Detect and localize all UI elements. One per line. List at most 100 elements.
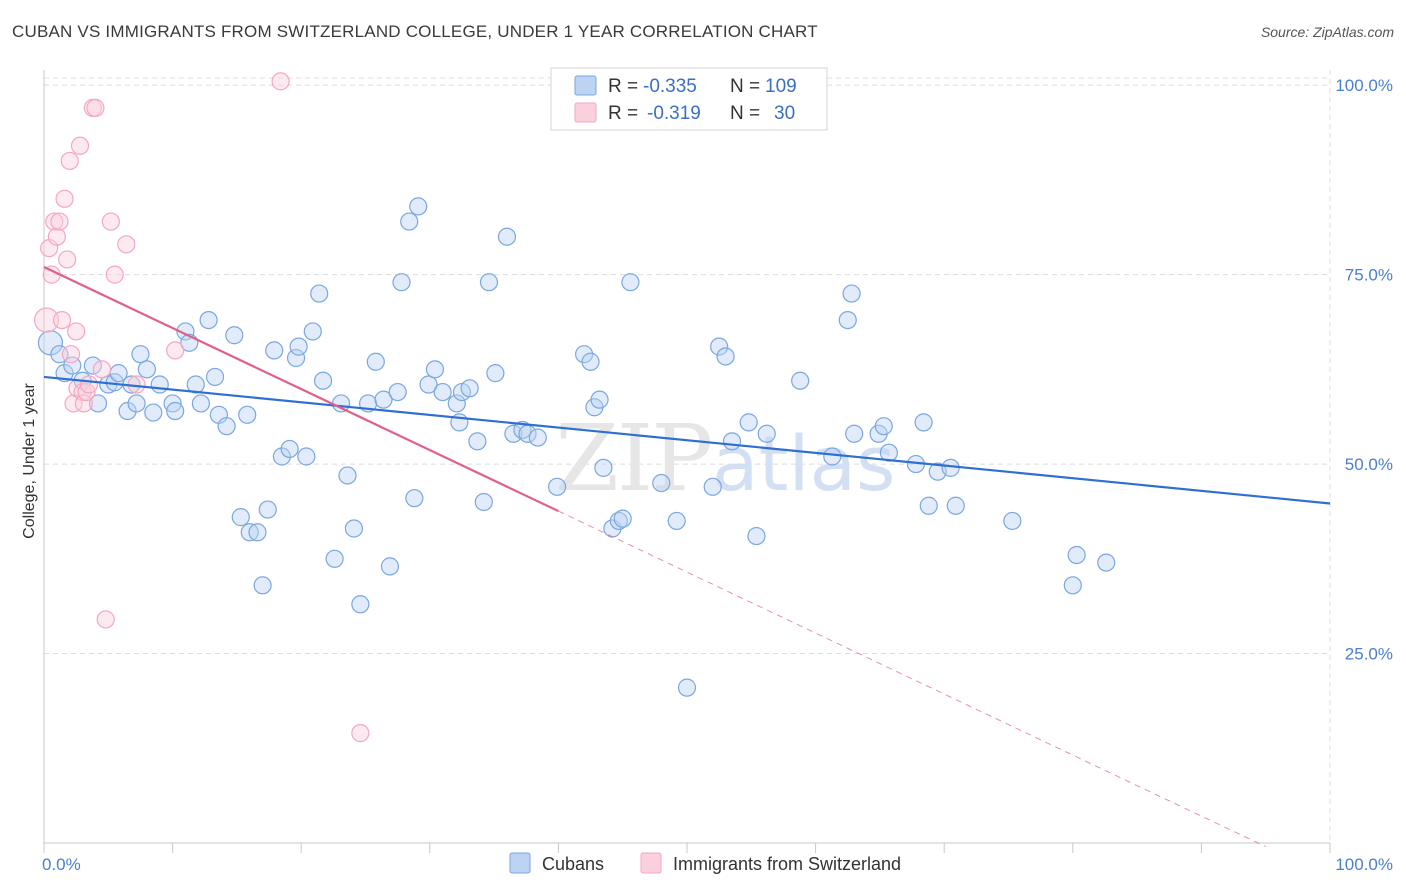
x-tick-label-0: 0.0% (42, 855, 81, 874)
switzerland-point-28 (271, 72, 290, 91)
stats-legend-box (550, 67, 828, 131)
cubans-point-13 (131, 345, 150, 364)
cubans-point-77 (590, 390, 609, 409)
cubans-point-14 (137, 360, 156, 379)
cubans-point-99 (874, 417, 893, 436)
y-tick-label-2: 75.0% (1345, 266, 1393, 285)
cubans-point-86 (703, 477, 722, 496)
watermark: ZIP atlas (555, 405, 896, 512)
cubans-point-52 (388, 382, 407, 402)
chart-title: CUBAN VS IMMIGRANTS FROM SWITZERLAND COL… (12, 22, 818, 41)
cubans-point-46 (344, 519, 364, 538)
cubans-point-83 (652, 473, 671, 493)
watermark-zip: ZIP (555, 405, 711, 512)
cubans-point-75 (581, 352, 600, 371)
legend-r-label-2: R = (608, 103, 638, 124)
y-tick-label-3: 100.0% (1335, 76, 1393, 95)
cubans-point-5 (83, 356, 102, 375)
legend-n-label-1: N = (730, 76, 760, 97)
cubans-point-102 (914, 413, 933, 432)
bottom-legend: Cubans Immigrants from Switzerland (509, 852, 901, 874)
cubans-point-88 (716, 347, 735, 366)
cubans-point-39 (297, 447, 316, 466)
cubans-point-6 (88, 394, 108, 413)
cubans-point-58 (425, 360, 445, 379)
cubans-point-82 (621, 273, 640, 292)
switzerland-point-29 (351, 724, 370, 743)
cubans-point-24 (205, 367, 225, 387)
cubans-point-90 (739, 413, 758, 432)
cubans-point-34 (265, 341, 284, 360)
cubans-point-84 (667, 511, 686, 531)
cubans-point-67 (486, 364, 505, 383)
cubans-point-32 (253, 576, 272, 595)
cubans-point-109 (1063, 576, 1082, 595)
switzerland-point-25 (117, 235, 136, 254)
cubans-point-2 (55, 364, 74, 383)
cubans-point-97 (845, 424, 864, 443)
source-label: Source: ZipAtlas.com (1260, 24, 1394, 40)
cubans-point-49 (366, 352, 385, 371)
cubans-point-60 (447, 394, 466, 413)
series-0-points (37, 197, 1116, 697)
trend-lines (43, 266, 1331, 848)
cubans-point-23 (199, 310, 218, 330)
cubans-point-31 (248, 523, 267, 542)
stats-legend: R = -0.335 N = 109 R = -0.319 N = 30 (550, 67, 828, 131)
data-points (33, 72, 1116, 743)
cubans-point-42 (313, 371, 333, 390)
cubans-point-29 (238, 405, 257, 424)
cubans-point-54 (400, 212, 419, 231)
cubans-point-96 (842, 284, 861, 303)
cubans-point-95 (838, 310, 857, 330)
switzerland-point-20 (86, 98, 105, 117)
cubans-point-51 (380, 557, 400, 576)
watermark-atlas: atlas (712, 419, 896, 508)
x-tick-label-1: 100.0% (1335, 855, 1393, 874)
cubans-point-81 (613, 509, 632, 528)
cubans-point-30 (240, 523, 259, 542)
cubans-point-87 (710, 337, 729, 356)
cubans-point-43 (325, 549, 344, 568)
legend-swatch-cubans (574, 75, 597, 96)
cubans-point-93 (791, 371, 810, 390)
cubans-point-110 (1097, 553, 1116, 572)
bottom-legend-swatch-cubans (509, 852, 531, 874)
bottom-legend-label-switzerland: Immigrants from Switzerland (673, 854, 901, 874)
switzerland-point-9 (60, 151, 79, 171)
switzerland-trend-line (43, 266, 559, 513)
legend-n-value-2: 30 (774, 103, 795, 124)
cubans-point-16 (150, 375, 169, 394)
cubans-point-69 (504, 424, 523, 443)
cubans-point-28 (231, 508, 250, 527)
tick-labels: 25.0% 50.0% 75.0% 100.0% 0.0% 100.0% (42, 76, 1393, 874)
switzerland-trend-extension (558, 510, 1266, 848)
cubans-point-41 (310, 284, 329, 303)
cubans-point-36 (280, 439, 299, 459)
cubans-point-103 (919, 496, 938, 515)
cubans-point-57 (419, 375, 438, 394)
cubans-point-59 (433, 382, 452, 402)
switzerland-point-22 (96, 610, 115, 629)
cubans-point-37 (286, 348, 306, 368)
cubans-point-105 (941, 458, 960, 477)
cubans-point-63 (460, 379, 479, 398)
cubans-point-85 (677, 678, 697, 697)
cubans-point-33 (258, 500, 277, 519)
cubans-point-100 (879, 443, 899, 462)
legend-r-value-1: -0.335 (643, 76, 697, 97)
cubans-point-21 (186, 375, 205, 394)
cubans-point-47 (351, 595, 370, 614)
switzerland-point-16 (74, 394, 93, 413)
y-tick-label-0: 25.0% (1345, 645, 1393, 664)
legend-n-label-2: N = (730, 103, 760, 124)
switzerland-point-3 (45, 212, 64, 231)
cubans-point-73 (548, 477, 567, 496)
legend-r-label-1: R = (608, 76, 638, 97)
cubans-trend-line (43, 375, 1331, 505)
axes (43, 70, 1331, 853)
legend-r-value-2: -0.319 (647, 103, 701, 124)
cubans-point-44 (331, 394, 351, 413)
legend-swatch-switzerland (574, 102, 597, 123)
